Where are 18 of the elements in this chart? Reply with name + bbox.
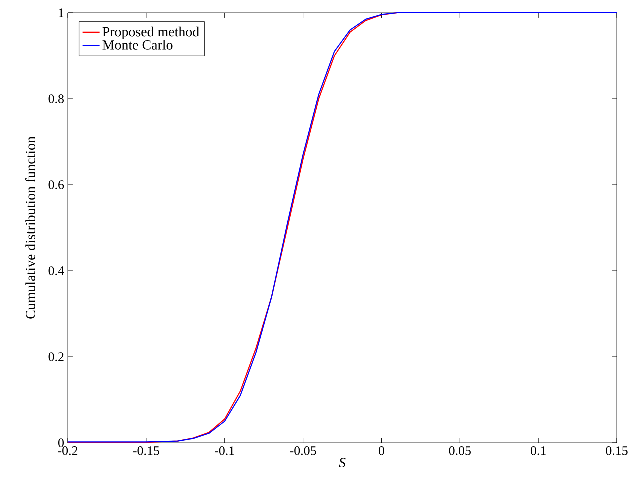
- y-axis-title: Cumulative distribution function: [26, 136, 36, 319]
- y-tick-label: 1: [59, 8, 64, 18]
- legend-label: Proposed method: [102, 26, 200, 40]
- x-tick-label: 0.1: [530, 446, 546, 456]
- y-tick-label: 0.6: [48, 180, 64, 190]
- y-tick-label: 0.4: [48, 266, 64, 276]
- y-tick-label: 0: [58, 438, 64, 448]
- x-tick-label: -0.2: [58, 446, 78, 456]
- x-axis-title: S: [339, 458, 346, 468]
- x-tick-label: -0.1: [215, 446, 234, 456]
- x-tick-label: 0: [378, 446, 384, 456]
- x-tick-label: -0.15: [133, 446, 160, 456]
- x-tick-label: -0.05: [290, 446, 316, 456]
- legend-label: Monte Carlo: [102, 40, 173, 50]
- x-tick-label: 0.05: [449, 446, 471, 456]
- y-tick-label: 0.2: [48, 352, 64, 362]
- x-tick-label: 0.15: [606, 446, 628, 456]
- y-tick-label: 0.8: [48, 94, 64, 104]
